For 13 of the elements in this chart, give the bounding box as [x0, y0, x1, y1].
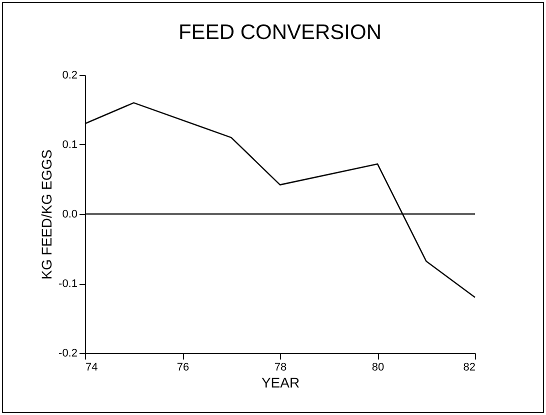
x-tick-label: 80: [372, 362, 384, 374]
y-tick-label: 0.2: [62, 70, 78, 82]
y-tick-label: 0.0: [62, 208, 78, 220]
x-tick-label: 78: [274, 362, 287, 374]
y-tick-label: -0.1: [58, 278, 78, 290]
x-tick-label: 74: [86, 362, 98, 374]
chart-title: FEED CONVERSION: [178, 21, 382, 44]
y-tick-label: 0.1: [62, 139, 78, 151]
x-tick-label: 82: [463, 362, 476, 374]
y-tick-label: -0.2: [58, 348, 78, 360]
x-axis-title: YEAR: [261, 374, 300, 390]
y-axis-title: KG FEED/KG EGGS: [38, 150, 55, 280]
x-tick-label: 76: [176, 362, 190, 374]
